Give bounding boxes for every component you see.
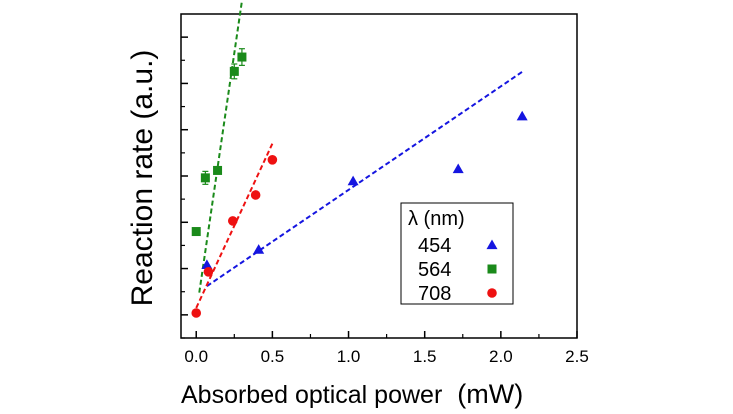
x-tick-label: 1.0	[337, 347, 361, 366]
x-axis-title-unit: (mW)	[457, 379, 523, 409]
legend-marker-708	[487, 288, 497, 298]
legend-title: λ (nm)	[408, 208, 465, 230]
plot-frame	[180, 13, 578, 339]
data-point-564	[229, 66, 239, 76]
legend-label-454: 454	[418, 235, 451, 257]
data-point-708	[227, 216, 238, 226]
data-point-564	[200, 173, 210, 183]
x-tick-label: 2.5	[565, 347, 589, 366]
data-point-564	[237, 52, 247, 62]
fit-line-708	[195, 143, 274, 309]
plot-area-border	[180, 13, 578, 339]
data-point-564	[191, 227, 201, 237]
data-point-708	[203, 267, 214, 277]
data-point-454	[253, 244, 265, 254]
data-point-708	[191, 308, 202, 318]
data-point-454	[516, 110, 528, 121]
y-axis-title: Reaction rate (a.u.)	[126, 50, 159, 307]
data-point-454	[452, 163, 464, 174]
x-tick-label: 2.0	[489, 347, 513, 366]
data-point-708	[250, 190, 261, 200]
data-point-454	[347, 175, 359, 186]
x-axis-title-label: Absorbed optical power	[181, 381, 442, 409]
x-tick-label: 1.5	[413, 347, 437, 366]
x-axis-title: Absorbed optical power (mW)	[181, 379, 523, 409]
legend-marker-454	[486, 239, 498, 250]
data-point-708	[267, 155, 278, 165]
legend-marker-564	[487, 264, 497, 274]
legend-box	[400, 202, 514, 305]
legend-label-708: 708	[418, 283, 451, 305]
data-markers	[191, 48, 528, 318]
y-axis-ticks	[181, 36, 188, 339]
fit-line-564	[198, 0, 243, 293]
fit-lines	[195, 0, 523, 309]
x-axis-ticks: 0.0 0.5 1.0 1.5 2.0 2.5	[184, 331, 589, 366]
data-point-454	[201, 259, 213, 269]
data-point-564	[213, 165, 223, 175]
x-tick-label: 0.5	[261, 347, 285, 366]
x-tick-label: 0.0	[184, 347, 208, 366]
legend-label-564: 564	[418, 259, 451, 281]
